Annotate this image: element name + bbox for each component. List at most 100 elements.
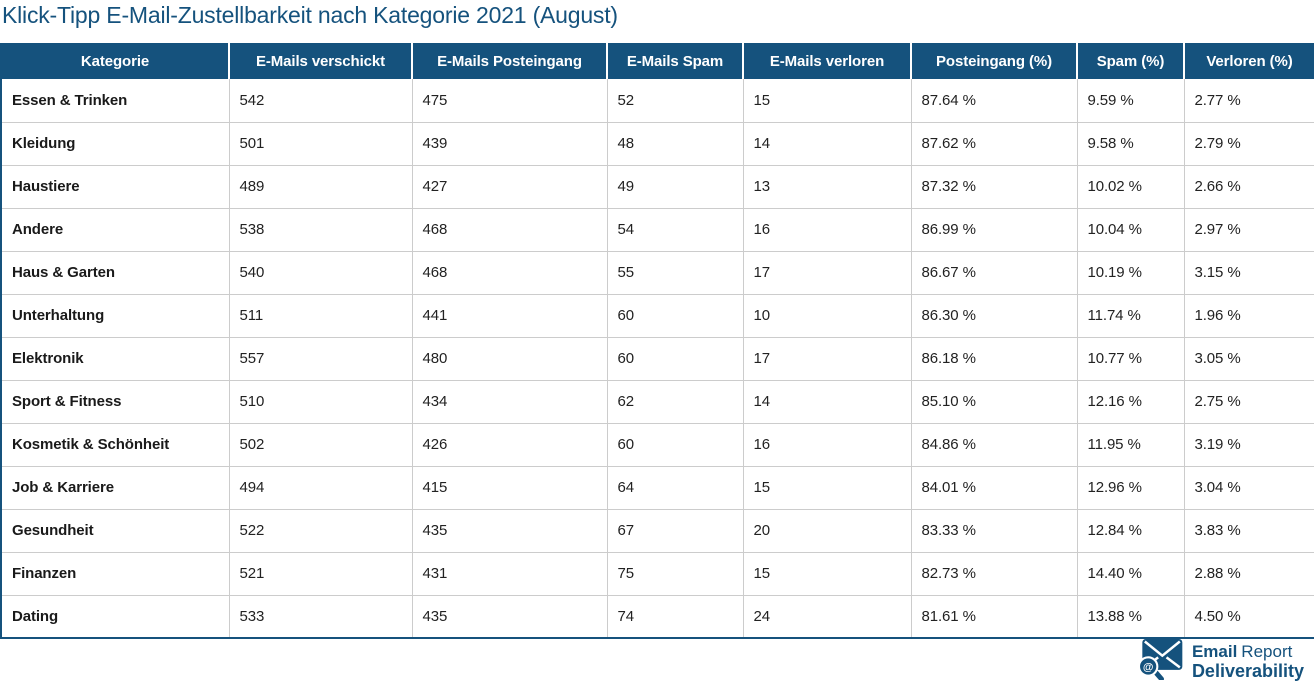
value-cell: 83.33 % [910,508,1077,552]
value-cell: 439 [411,121,607,165]
value-cell: 2.88 % [1183,551,1314,595]
value-cell: 435 [411,594,607,638]
table-row: Job & Karriere 494 415 64 15 84.01 % 12.96 % 3.… [1,465,1314,509]
value-cell: 426 [411,422,607,466]
value-cell: 60 [606,336,743,380]
value-cell: 510 [228,379,412,423]
value-cell: 60 [606,422,743,466]
value-cell: 62 [606,379,743,423]
value-cell: 2.97 % [1183,207,1314,251]
category-cell: Sport & Fitness [1,379,229,423]
value-cell: 10.04 % [1076,207,1184,251]
value-cell: 533 [228,594,412,638]
value-cell: 15 [742,551,911,595]
value-cell: 540 [228,250,412,294]
svg-text:@: @ [1143,662,1154,674]
value-cell: 15 [742,79,911,122]
table-row: Unterhaltung 511 441 60 10 86.30 % 11.74 % 1.96… [1,293,1314,337]
value-cell: 12.16 % [1076,379,1184,423]
category-cell: Haustiere [1,164,229,208]
column-header-2: E-Mails verschickt [228,43,412,79]
value-cell: 74 [606,594,743,638]
category-cell: Finanzen [1,551,229,595]
value-cell: 84.86 % [910,422,1077,466]
table-row: Dating 533 435 74 24 81.61 % 13.88 % 4.50 % [1,594,1314,638]
category-cell: Dating [1,594,229,638]
value-cell: 84.01 % [910,465,1077,509]
value-cell: 468 [411,250,607,294]
table-row: Haustiere 489 427 49 13 87.32 % 10.02 % 2.66 % [1,164,1314,208]
value-cell: 501 [228,121,412,165]
value-cell: 3.05 % [1183,336,1314,380]
value-cell: 2.75 % [1183,379,1314,423]
value-cell: 75 [606,551,743,595]
value-cell: 13 [742,164,911,208]
value-cell: 441 [411,293,607,337]
value-cell: 3.19 % [1183,422,1314,466]
value-cell: 24 [742,594,911,638]
brand-logo[interactable]: @ Email Report Deliverability [1134,638,1304,685]
value-cell: 10.02 % [1076,164,1184,208]
value-cell: 10.77 % [1076,336,1184,380]
value-cell: 64 [606,465,743,509]
value-cell: 17 [742,250,911,294]
value-cell: 475 [411,79,607,122]
value-cell: 12.84 % [1076,508,1184,552]
value-cell: 16 [742,422,911,466]
value-cell: 87.32 % [910,164,1077,208]
value-cell: 1.96 % [1183,293,1314,337]
category-cell: Unterhaltung [1,293,229,337]
value-cell: 502 [228,422,412,466]
table-row: Elektronik 557 480 60 17 86.18 % 10.77 % 3.05 % [1,336,1314,380]
value-cell: 87.64 % [910,79,1077,122]
table-row: Kleidung 501 439 48 14 87.62 % 9.58 % 2.79 % [1,121,1314,165]
category-cell: Kleidung [1,121,229,165]
value-cell: 12.96 % [1076,465,1184,509]
value-cell: 67 [606,508,743,552]
logo-wordmark: Email Report Deliverability [1192,642,1304,681]
category-cell: Job & Karriere [1,465,229,509]
value-cell: 16 [742,207,911,251]
value-cell: 9.59 % [1076,79,1184,122]
value-cell: 15 [742,465,911,509]
logo-line2: Deliverability [1191,660,1304,681]
value-cell: 522 [228,508,412,552]
value-cell: 54 [606,207,743,251]
value-cell: 82.73 % [910,551,1077,595]
value-cell: 3.15 % [1183,250,1314,294]
value-cell: 10 [742,293,911,337]
email-report-logo-icon: @ [1134,638,1184,685]
table-row: Kosmetik & Schönheit 502 426 60 16 84.86 % 11.… [1,422,1314,466]
category-cell: Essen & Trinken [1,79,229,122]
page-title: Klick-Tipp E-Mail-Zustellbarkeit nach Ka… [2,2,618,28]
value-cell: 431 [411,551,607,595]
table-row: Essen & Trinken 542 475 52 15 87.64 % 9.59 % 2.… [1,79,1314,122]
value-cell: 52 [606,79,743,122]
value-cell: 49 [606,164,743,208]
column-header-6: Posteingang (%) [910,43,1077,79]
value-cell: 86.99 % [910,207,1077,251]
value-cell: 3.04 % [1183,465,1314,509]
value-cell: 511 [228,293,412,337]
value-cell: 20 [742,508,911,552]
column-header-5: E-Mails verloren [742,43,911,79]
value-cell: 10.19 % [1076,250,1184,294]
value-cell: 521 [228,551,412,595]
category-cell: Elektronik [1,336,229,380]
value-cell: 3.83 % [1183,508,1314,552]
category-cell: Gesundheit [1,508,229,552]
value-cell: 494 [228,465,412,509]
column-header-1: Kategorie [1,43,229,79]
value-cell: 48 [606,121,743,165]
category-cell: Kosmetik & Schönheit [1,422,229,466]
value-cell: 435 [411,508,607,552]
category-cell: Haus & Garten [1,250,229,294]
value-cell: 85.10 % [910,379,1077,423]
table-row: Finanzen 521 431 75 15 82.73 % 14.40 % 2.88 % [1,551,1314,595]
value-cell: 86.18 % [910,336,1077,380]
logo-line1: Email Report [1191,641,1293,661]
value-cell: 2.79 % [1183,121,1314,165]
value-cell: 87.62 % [910,121,1077,165]
value-cell: 14 [742,379,911,423]
value-cell: 86.30 % [910,293,1077,337]
